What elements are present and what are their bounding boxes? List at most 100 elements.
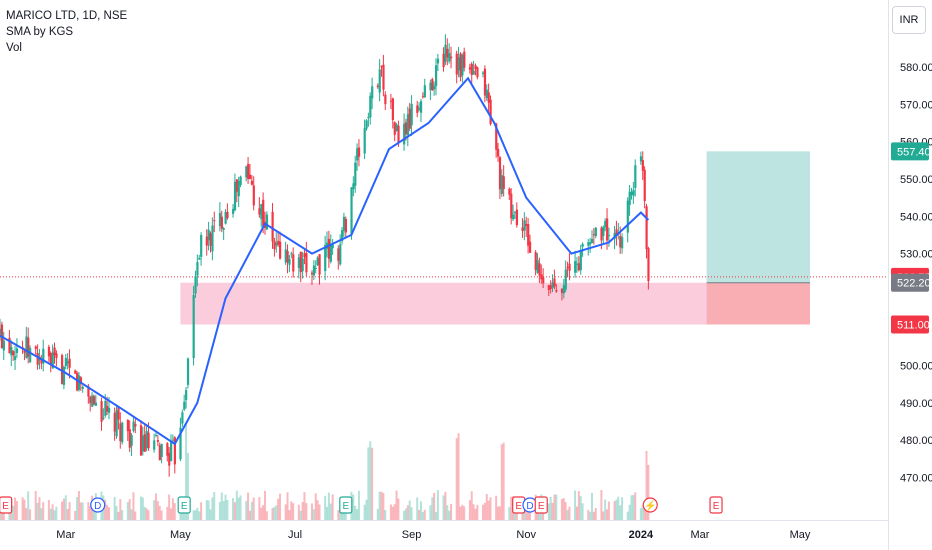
candle-body [15, 348, 19, 353]
candle-body [262, 199, 265, 227]
time-tick-label: Jul [288, 529, 302, 541]
candle-body [502, 176, 505, 189]
candle-body [14, 356, 17, 361]
volume-bar [239, 495, 242, 520]
candle-body [292, 254, 295, 272]
support-zone [180, 282, 811, 325]
volume-bar [579, 496, 582, 520]
candle-body [220, 216, 223, 229]
candle-body [367, 116, 370, 118]
symbol-title[interactable]: MARICO LTD, 1D, NSE [6, 10, 128, 22]
indicator-label[interactable]: SMA by KGS [6, 26, 74, 38]
event-marker-label: D [526, 501, 533, 512]
volume-bar [292, 503, 295, 520]
candle-body [170, 442, 173, 462]
volume-bar [589, 511, 592, 520]
candle-body [337, 248, 340, 261]
volume-bar [198, 511, 201, 520]
volume-bar [485, 494, 488, 520]
volume-bar [113, 496, 116, 520]
volume-bar [154, 493, 157, 520]
candle-body [224, 212, 227, 224]
volume-bar [14, 497, 17, 520]
candle-body [299, 251, 302, 273]
volume-bar [143, 506, 146, 520]
candle-body [444, 44, 447, 62]
volume-bar [461, 504, 464, 520]
volume-bar [568, 506, 571, 520]
candle-body [408, 108, 411, 129]
volume-bar [205, 500, 208, 520]
candle-body [235, 179, 238, 192]
volume-bar [378, 491, 381, 520]
candle-body [566, 267, 569, 269]
candle-body [147, 432, 150, 449]
price-tag [891, 142, 929, 161]
volume-bar [560, 499, 563, 520]
volume-bar [273, 506, 276, 520]
volume-bar [369, 441, 372, 520]
candle-body [179, 427, 182, 460]
volume-bar [615, 499, 618, 520]
volume-bar [487, 500, 490, 520]
volume-bar [418, 509, 421, 520]
candle-body [589, 242, 592, 245]
candle-body [619, 236, 622, 248]
volume-bar [339, 509, 342, 520]
candle-body [23, 350, 26, 353]
candle-body [74, 370, 77, 374]
candle-body [416, 105, 419, 113]
candle-body [579, 251, 582, 271]
volume-bar [357, 490, 360, 520]
candle-body [87, 386, 90, 397]
volume-bar [277, 498, 280, 520]
candle-body [463, 51, 466, 68]
candle-body [549, 285, 552, 290]
candle-body [553, 278, 556, 287]
volume-bar [252, 497, 255, 520]
candle-body [474, 65, 477, 70]
volume-label[interactable]: Vol [6, 42, 22, 54]
candle-body [404, 122, 408, 134]
candle-body [468, 67, 472, 70]
currency-unit-button[interactable]: INR [892, 6, 926, 34]
time-tick-label: Nov [516, 529, 536, 541]
volume-bar [258, 497, 261, 520]
candle-body [634, 165, 637, 188]
candle-body [218, 212, 222, 227]
volume-bar [130, 509, 133, 520]
candle-body [154, 434, 158, 436]
volume-bar [119, 499, 122, 520]
candle-body [564, 269, 567, 290]
volume-bar [213, 492, 216, 520]
volume-bar [389, 504, 392, 520]
candle-body [587, 242, 590, 246]
volume-bar [53, 510, 56, 520]
candle-body [92, 396, 96, 405]
candle-body [363, 128, 366, 154]
volume-bar [553, 494, 556, 520]
volume-bar [117, 511, 120, 520]
volume-bar [435, 511, 438, 520]
volume-bar [232, 498, 235, 520]
earnings-marker [0, 496, 13, 514]
price-tag [891, 273, 929, 292]
volume-bar [192, 510, 195, 520]
volume-bar [645, 450, 648, 520]
volume-bar [483, 502, 486, 520]
candle-body [540, 274, 543, 280]
candle-body [342, 216, 346, 231]
volume-bar [331, 494, 334, 520]
candle-body [0, 328, 2, 335]
event-marker-label: E [181, 501, 188, 512]
volume-bar [36, 502, 39, 520]
candle-body [143, 434, 146, 452]
candle-body [639, 156, 643, 162]
candle-body [290, 253, 293, 255]
volume-bar [265, 511, 268, 520]
event-marker-label: E [713, 501, 720, 512]
volume-bar [647, 464, 650, 520]
volume-bar [508, 507, 511, 520]
volume-bar [604, 499, 607, 520]
